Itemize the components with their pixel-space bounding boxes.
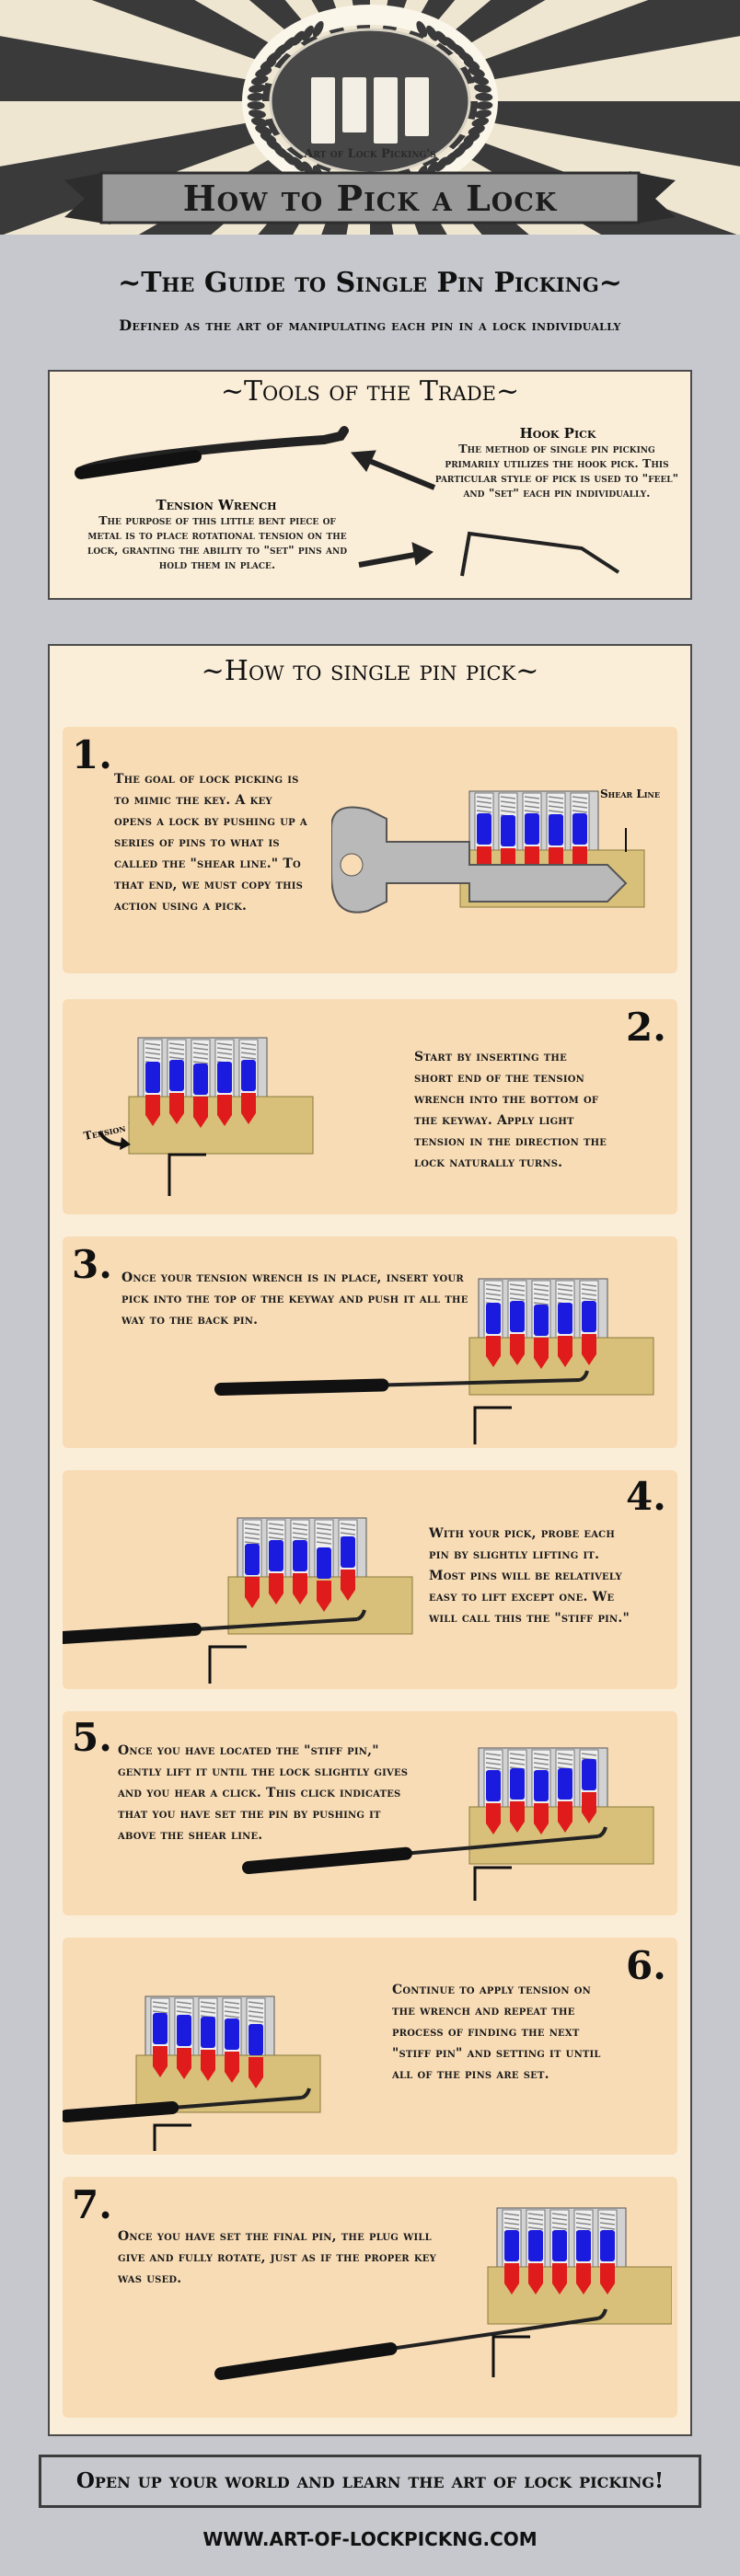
lock-pins-icon: [311, 77, 429, 144]
step-number-2: 2.: [626, 1005, 666, 1050]
hook-pick-label: Hook Pick: [519, 425, 596, 442]
step-text-2: Start by inserting the short end of the …: [414, 1050, 607, 1170]
step-text-7: Once you have set the final pin, the plu…: [118, 2229, 436, 2286]
step-number-6: 6.: [626, 1943, 666, 1988]
lock-pick-insert-illustration: [214, 1278, 654, 1444]
arrow-icon: [358, 542, 434, 568]
tension-wrench-label: Tension Wrench: [156, 497, 277, 513]
hook-pick-description: The method of single pin picking primari…: [434, 442, 679, 500]
page-title: How to Pick a Lock: [182, 178, 558, 219]
step-number-7: 7.: [72, 2182, 112, 2227]
lock-tension-illustration: [98, 1037, 314, 1196]
step-number-4: 4.: [626, 1474, 666, 1519]
step-text-3: Once your tension wrench is in place, in…: [121, 1271, 468, 1328]
lock-set-pin-illustration: [242, 1747, 654, 1901]
step-text-5: Once you have located the "stiff pin," g…: [118, 1743, 409, 1843]
website-link[interactable]: WWW.ART-OF-LOCKPICKNG.COM: [202, 2528, 538, 2550]
tools-illustration: [75, 426, 620, 577]
arrow-icon: [351, 450, 436, 490]
lock-open-illustration: [214, 2207, 672, 2380]
step-text-4: With your pick, probe each pin by slight…: [429, 1526, 630, 1626]
shear-line-callout: Shear Line: [600, 788, 660, 800]
step-number-1: 1.: [72, 732, 112, 777]
step-number-5: 5.: [72, 1715, 112, 1760]
tools-title: ~Tools of the Trade~: [220, 375, 520, 408]
lock-repeat-illustration: [63, 1995, 321, 2151]
header: Art of Lock Picking's How to Pick a Lock: [0, 0, 740, 235]
step-number-3: 3.: [72, 1242, 112, 1287]
step-text-6: Continue to apply tension on the wrench …: [392, 1983, 601, 2082]
tension-wrench-description: The purpose of this little bent piece of…: [87, 513, 348, 571]
guide-subtitle: Defined as the art of manipulating each …: [119, 316, 621, 334]
step-text-1: The goal of lock picking is to mimic the…: [114, 772, 307, 914]
lock-probe-illustration: [63, 1517, 413, 1684]
hook-pick-icon: [75, 426, 349, 479]
footer-tagline: Open up your world and learn the art of …: [75, 2468, 665, 2493]
steps-title: ~How to single pin pick~: [201, 655, 539, 687]
brand-name: Art of Lock Picking's: [304, 147, 436, 161]
sunburst-background: [0, 0, 740, 235]
guide-title: ~The Guide to Single Pin Picking~: [118, 267, 622, 299]
lock-key-illustration: [331, 790, 645, 914]
tension-wrench-icon: [460, 531, 620, 577]
footer-box: [39, 2455, 701, 2508]
